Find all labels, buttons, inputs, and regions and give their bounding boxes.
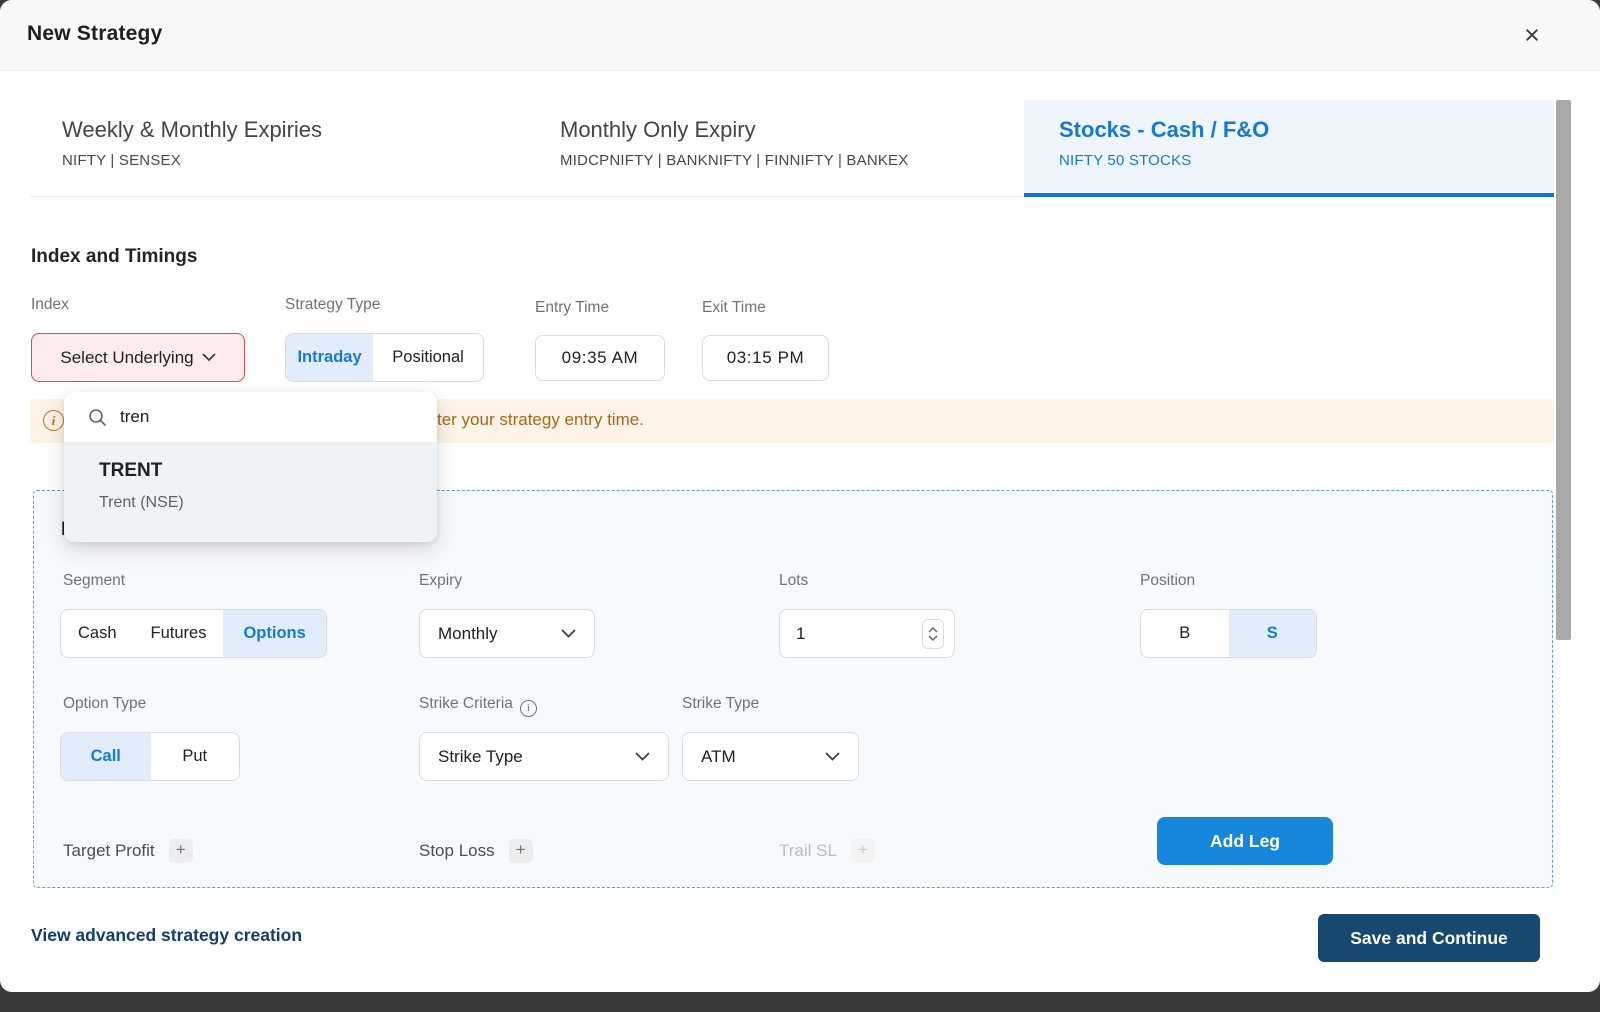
position-label: Position — [1140, 572, 1196, 589]
stepper-down-icon — [928, 635, 938, 641]
chevron-down-icon — [825, 752, 840, 761]
stop-loss-row: Stop Loss + — [419, 839, 533, 863]
info-icon: i — [43, 410, 64, 431]
segment-toggle: Cash Futures Options — [60, 609, 327, 658]
expiry-select[interactable]: Monthly — [419, 609, 595, 658]
option-type-put[interactable]: Put — [182, 747, 208, 765]
tab-title: Weekly & Monthly Expiries — [62, 117, 323, 142]
lots-input[interactable] — [796, 623, 896, 644]
exit-time-input[interactable]: 03:15 PM — [702, 335, 829, 381]
entry-time-input[interactable]: 09:35 AM — [535, 335, 665, 381]
tab-stocks-cash-fo[interactable]: Stocks - Cash / F&O NIFTY 50 STOCKS — [1024, 100, 1554, 197]
segment-label: Segment — [63, 572, 126, 589]
position-sell[interactable]: S — [1228, 610, 1316, 657]
strike-type-value: ATM — [701, 746, 736, 766]
stepper-up-icon — [928, 626, 938, 632]
tab-monthly-only-expiry[interactable]: Monthly Only Expiry MIDCPNIFTY | BANKNIF… — [560, 100, 908, 196]
trail-sl-label: Trail SL — [779, 841, 837, 860]
warning-text: ter your strategy entry time. — [437, 410, 644, 429]
position-toggle: B S — [1140, 609, 1317, 658]
modal-header: New Strategy × — [0, 0, 1600, 71]
tab-subtitle: MIDCPNIFTY | BANKNIFTY | FINNIFTY | BANK… — [560, 152, 909, 169]
result-symbol: TRENT — [99, 460, 163, 481]
strike-criteria-value: Strike Type — [438, 746, 523, 766]
advanced-strategy-link[interactable]: View advanced strategy creation — [31, 925, 303, 945]
strike-criteria-label: Strike Criteria i — [419, 695, 537, 717]
expiry-value: Monthly — [438, 623, 498, 643]
search-icon — [89, 409, 106, 426]
stop-loss-label: Stop Loss — [419, 841, 495, 860]
index-label: Index — [31, 296, 69, 313]
underlying-search-input[interactable] — [120, 407, 413, 427]
target-profit-label: Target Profit — [63, 841, 155, 860]
modal-title: New Strategy — [27, 22, 163, 45]
lots-stepper[interactable] — [922, 618, 944, 649]
trail-sl-add-icon: + — [850, 839, 875, 863]
select-underlying-value: Select Underlying — [60, 347, 194, 367]
underlying-search-dropdown: TRENT Trent (NSE) — [64, 392, 437, 542]
select-underlying-dropdown[interactable]: Select Underlying — [31, 333, 245, 382]
chevron-down-icon — [561, 629, 576, 638]
index-and-timings-heading: Index and Timings — [31, 246, 198, 267]
entry-time-label: Entry Time — [535, 299, 610, 316]
tab-subtitle: NIFTY | SENSEX — [62, 152, 181, 169]
option-type-label: Option Type — [63, 695, 147, 712]
strike-criteria-select[interactable]: Strike Type — [419, 732, 669, 781]
chevron-down-icon — [202, 353, 216, 362]
strike-type-label: Strike Type — [682, 695, 760, 712]
strike-criteria-label-text: Strike Criteria — [419, 695, 513, 712]
close-icon[interactable]: × — [1524, 20, 1540, 50]
option-type-toggle: Call Put — [60, 732, 240, 781]
lots-label: Lots — [779, 572, 809, 589]
info-icon[interactable]: i — [519, 700, 537, 717]
strategy-type-intraday[interactable]: Intraday — [286, 334, 374, 381]
chevron-down-icon — [635, 752, 650, 761]
position-buy[interactable]: B — [1179, 624, 1191, 642]
save-and-continue-button[interactable]: Save and Continue — [1318, 914, 1540, 962]
strategy-type-label: Strategy Type — [285, 296, 381, 313]
option-type-call[interactable]: Call — [61, 733, 151, 780]
segment-futures[interactable]: Futures — [150, 624, 207, 642]
lots-field — [779, 609, 955, 658]
target-profit-row: Target Profit + — [63, 839, 193, 863]
tab-weekly-monthly-expiries[interactable]: Weekly & Monthly Expiries NIFTY | SENSEX — [62, 100, 322, 196]
add-leg-button[interactable]: Add Leg — [1157, 817, 1333, 865]
segment-cash[interactable]: Cash — [78, 624, 117, 642]
exit-time-label: Exit Time — [702, 299, 766, 316]
search-row — [64, 392, 437, 443]
tab-subtitle: NIFTY 50 STOCKS — [1059, 152, 1192, 169]
tab-title: Stocks - Cash / F&O — [1059, 117, 1270, 142]
vertical-scrollbar[interactable] — [1556, 100, 1571, 640]
expiry-label: Expiry — [419, 572, 463, 589]
stop-loss-add-icon[interactable]: + — [508, 839, 533, 863]
leg-section: Leg 1 Segment Expiry Lots Position Cash … — [33, 490, 1553, 888]
strategy-type-toggle: Intraday Positional — [285, 333, 484, 382]
tab-bar: Weekly & Monthly Expiries NIFTY | SENSEX… — [30, 100, 1554, 197]
strike-type-select[interactable]: ATM — [682, 732, 859, 781]
tab-title: Monthly Only Expiry — [560, 117, 756, 142]
segment-options[interactable]: Options — [223, 610, 326, 657]
strategy-type-positional[interactable]: Positional — [392, 348, 464, 366]
trail-sl-row: Trail SL + — [779, 839, 875, 863]
search-result-trent[interactable]: TRENT Trent (NSE) — [64, 443, 437, 542]
target-profit-add-icon[interactable]: + — [168, 839, 193, 863]
result-name: Trent (NSE) — [99, 494, 184, 511]
